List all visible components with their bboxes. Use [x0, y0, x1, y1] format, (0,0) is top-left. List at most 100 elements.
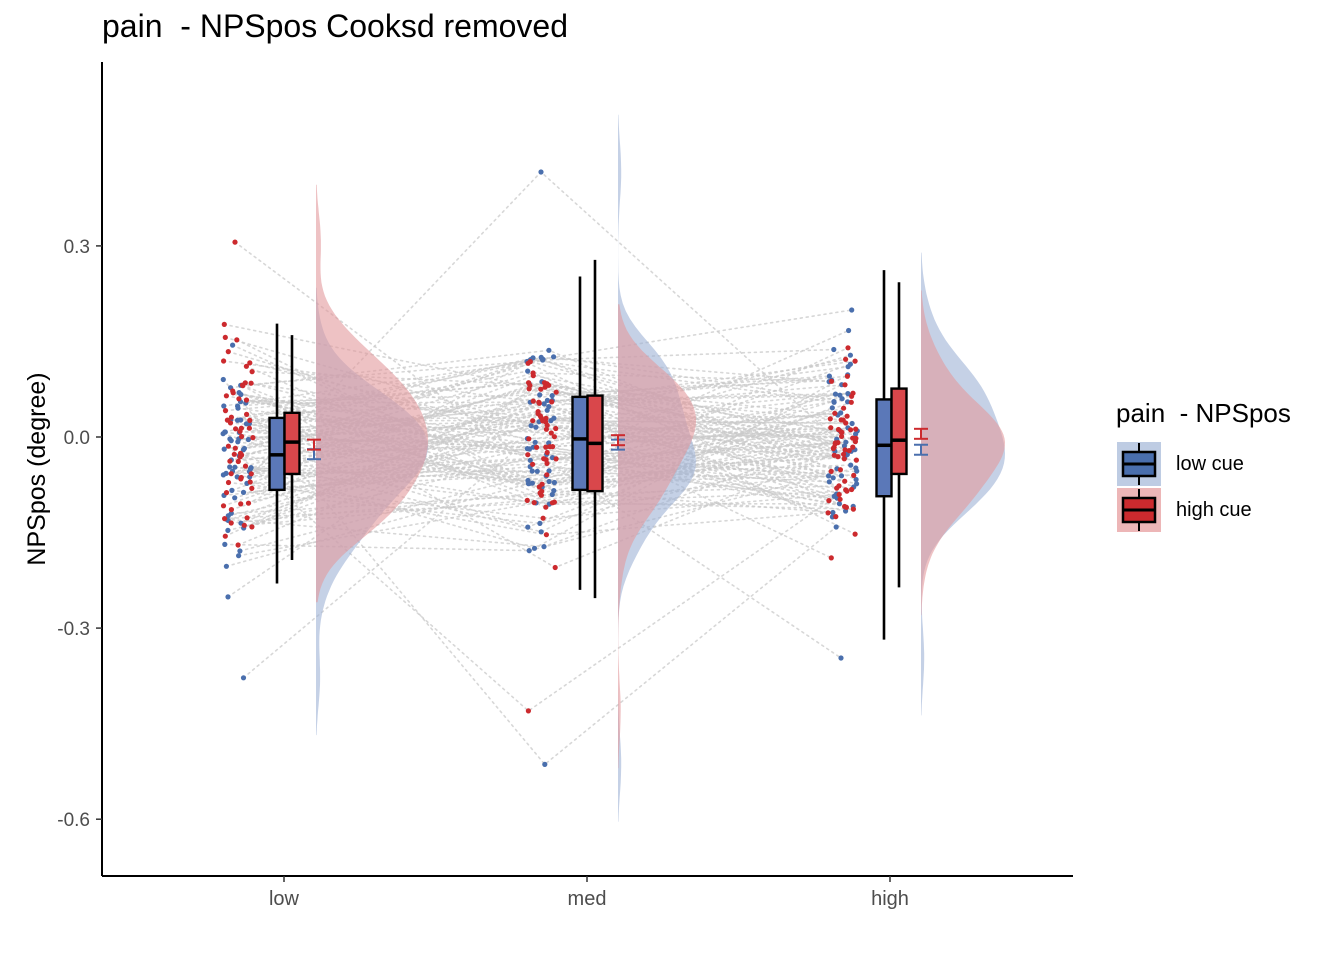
data-point: [228, 414, 234, 420]
data-point: [534, 468, 540, 474]
paired-line: [230, 412, 846, 511]
data-point: [527, 457, 533, 463]
data-point: [848, 462, 854, 468]
data-point: [531, 545, 538, 551]
box-low-cue-med: [571, 395, 589, 492]
data-point: [538, 529, 544, 535]
data-point: [553, 425, 559, 432]
data-point: [229, 487, 235, 493]
data-point: [232, 239, 238, 245]
data-point: [843, 356, 849, 362]
paired-line: [248, 407, 845, 486]
data-point: [225, 349, 231, 355]
legend-label-high-cue: high cue: [1176, 498, 1252, 521]
mean-errorbar-high-cue-low: [307, 438, 321, 451]
data-point: [525, 524, 531, 530]
data-point: [832, 441, 838, 447]
data-point: [542, 761, 548, 768]
legend-item-low-cue: low cue: [1116, 441, 1291, 487]
data-point: [848, 427, 854, 433]
data-point: [236, 396, 242, 402]
data-point: [232, 445, 238, 451]
data-point: [549, 491, 555, 498]
data-point: [850, 390, 856, 396]
data-point: [242, 463, 249, 469]
data-point: [546, 468, 552, 474]
paired-line: [251, 370, 856, 535]
data-point: [826, 479, 832, 485]
data-point: [832, 391, 839, 397]
data-point: [225, 479, 232, 486]
data-point: [230, 342, 236, 348]
data-point: [543, 532, 550, 538]
data-point: [221, 403, 227, 409]
data-point: [222, 429, 228, 435]
data-point: [842, 478, 848, 484]
data-point: [247, 479, 253, 485]
data-point: [243, 397, 250, 403]
data-point: [551, 434, 558, 440]
data-point: [543, 504, 549, 510]
data-point: [538, 386, 544, 392]
data-point: [526, 380, 532, 386]
data-point: [540, 418, 546, 424]
data-point: [541, 401, 547, 407]
data-point: [222, 334, 228, 340]
data-point: [238, 474, 244, 481]
data-point: [836, 501, 843, 507]
data-point: [837, 467, 844, 473]
data-point: [225, 527, 231, 534]
data-point: [531, 500, 537, 506]
data-point: [242, 380, 248, 386]
paired-line: [237, 415, 848, 546]
data-point: [221, 446, 227, 452]
data-point: [853, 426, 859, 432]
box-low-cue-high: [875, 398, 893, 498]
data-point: [530, 461, 536, 467]
data-point: [234, 337, 240, 343]
data-point: [849, 420, 855, 427]
density-high-cue-med: [618, 304, 696, 769]
data-point: [546, 478, 552, 485]
data-point: [850, 435, 856, 441]
data-point: [835, 454, 841, 460]
data-point: [842, 382, 848, 388]
data-point: [830, 445, 837, 452]
data-point: [549, 500, 556, 506]
data-point: [537, 520, 543, 527]
data-point: [828, 378, 835, 384]
data-point: [538, 354, 544, 360]
data-point: [849, 486, 855, 493]
data-point: [544, 422, 550, 428]
data-point: [233, 426, 239, 432]
data-point: [839, 396, 845, 402]
data-point: [537, 392, 543, 398]
data-point: [240, 675, 247, 681]
data-point: [828, 425, 834, 431]
y-tick-label: -0.6: [57, 810, 90, 831]
data-point: [846, 448, 852, 454]
data-point: [249, 524, 255, 530]
data-point: [228, 438, 234, 444]
data-point: [838, 473, 845, 479]
legend: pain - NPSpos low cue high cue: [1116, 398, 1291, 533]
data-point: [223, 393, 229, 399]
data-point: [548, 430, 554, 436]
data-point: [237, 428, 243, 434]
data-point: [849, 307, 855, 313]
data-point: [826, 373, 833, 379]
legend-label-low-cue: low cue: [1176, 452, 1244, 475]
data-point: [247, 360, 253, 366]
data-point: [231, 451, 237, 457]
data-point: [246, 425, 252, 431]
data-point: [525, 708, 532, 714]
data-point: [826, 473, 832, 479]
data-point: [239, 433, 245, 440]
data-point: [828, 468, 834, 474]
data-point: [838, 655, 844, 661]
data-point: [852, 439, 859, 445]
density-high-cue-low: [316, 184, 428, 603]
data-point: [841, 451, 847, 457]
axes-layer: 0.3 0.0 -0.3 -0.6 low med high NPSpos (degree): [23, 62, 1073, 910]
data-point: [832, 410, 838, 416]
